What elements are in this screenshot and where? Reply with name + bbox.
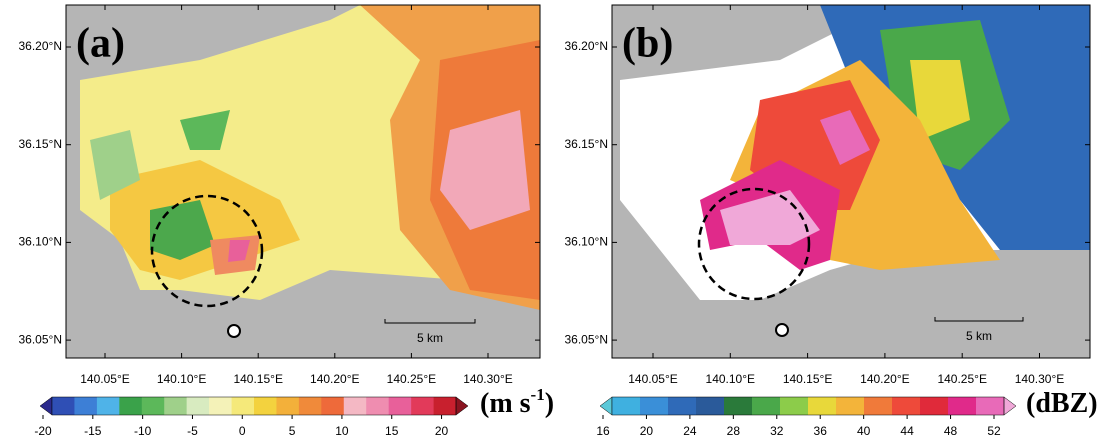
colorbar-swatch: [164, 397, 187, 415]
scale-label: 5 km: [417, 331, 443, 345]
map-frame: [65, 4, 541, 359]
colorbar-tick-label: 10: [335, 424, 349, 438]
colorbar-swatch: [52, 397, 75, 415]
scale-bar: [934, 317, 1024, 322]
colorbar-swatch: [119, 397, 143, 415]
colorbar-arrow: [599, 396, 613, 416]
reflectivity-field: [620, 5, 1090, 300]
colorbar-swatch: [752, 397, 781, 415]
colorbar-swatch: [696, 397, 725, 415]
lat-label: 36.15°N: [565, 137, 609, 151]
colorbar-swatch: [186, 397, 210, 415]
colorbar-tick-label: 15: [385, 424, 399, 438]
lon-label: 140.05°E: [80, 372, 130, 386]
lon-label: 140.30°E: [1015, 372, 1065, 386]
colorbar-tick-label: 16: [596, 424, 610, 438]
colorbar-swatch: [96, 397, 120, 415]
lat-label: 36.05°N: [19, 332, 63, 346]
colorbar-swatch: [74, 397, 98, 415]
lon-label: 140.25°E: [937, 372, 987, 386]
colorbar-swatch: [388, 397, 412, 415]
panel-label: (b): [622, 21, 673, 67]
colorbar-swatch: [366, 397, 389, 415]
colorbar-swatch: [433, 397, 457, 415]
colorbar-swatch: [411, 397, 434, 415]
lon-label: 140.10°E: [706, 372, 756, 386]
lon-label: 140.05°E: [628, 372, 678, 386]
colorbar-swatch: [976, 397, 1005, 415]
colorbar-arrow: [39, 396, 53, 416]
colorbar-tick-label: 20: [640, 424, 654, 438]
colorbar-swatch: [231, 397, 255, 415]
map-frame: [611, 4, 1091, 359]
colorbar-swatch: [920, 397, 949, 415]
colorbar-swatch: [254, 397, 277, 415]
colorbar-tick-label: 32: [770, 424, 784, 438]
colorbar-tick-label: 24: [683, 424, 697, 438]
radar-site: [775, 323, 789, 337]
panel-label: (a): [76, 21, 125, 67]
dashed-circle: [150, 194, 264, 308]
lat-label: 36.20°N: [565, 39, 609, 53]
colorbar-tick-label: 40: [857, 424, 871, 438]
colorbar-swatch: [724, 397, 753, 415]
lat-label: 36.10°N: [19, 235, 63, 249]
scale-label: 5 km: [966, 329, 992, 343]
unit-text: (m s: [480, 388, 531, 419]
colorbar-frame: [611, 396, 1005, 416]
colorbar-tick-label: 44: [900, 424, 914, 438]
unit-text: ): [545, 388, 554, 419]
lat-label: 36.20°N: [19, 39, 63, 53]
unit-text: (dBZ): [1026, 388, 1098, 419]
lon-label: 140.25°E: [387, 372, 437, 386]
unit-superscript: -1: [531, 385, 545, 404]
lon-label: 140.20°E: [310, 372, 360, 386]
colorbar-swatch: [298, 397, 322, 415]
dashed-circle: [697, 187, 811, 301]
colorbar-tick-label: 5: [289, 424, 296, 438]
lon-label: 140.15°E: [783, 372, 833, 386]
colorbar-unit: (dBZ): [1026, 388, 1098, 419]
colorbar-arrow: [1003, 396, 1017, 416]
colorbar-swatch: [864, 397, 893, 415]
lon-label: 140.20°E: [860, 372, 910, 386]
radar-site: [227, 324, 241, 338]
colorbar-tick-label: 36: [814, 424, 828, 438]
lon-label: 140.30°E: [463, 372, 513, 386]
colorbar-swatch: [343, 397, 367, 415]
colorbar-swatch: [808, 397, 837, 415]
colorbar-swatch: [948, 397, 977, 415]
colorbar-swatch: [836, 397, 865, 415]
colorbar-tick-label: -5: [187, 424, 198, 438]
colorbar-swatch: [612, 397, 641, 415]
colorbar-tick-label: -20: [34, 424, 52, 438]
colorbar-tick-label: 48: [944, 424, 958, 438]
colorbar-swatch: [640, 397, 669, 415]
colorbar-swatch: [209, 397, 232, 415]
colorbar-swatch: [321, 397, 345, 415]
colorbar-tick-label: -15: [84, 424, 102, 438]
colorbar-tick-label: 20: [435, 424, 449, 438]
colorbar-frame: [51, 396, 457, 416]
lon-label: 140.10°E: [157, 372, 207, 386]
velocity-field: [80, 5, 540, 310]
lat-label: 36.10°N: [565, 235, 609, 249]
colorbar-swatch: [892, 397, 921, 415]
lon-label: 140.15°E: [233, 372, 283, 386]
colorbar-tick-label: -10: [134, 424, 152, 438]
colorbar-tick-label: 0: [239, 424, 246, 438]
colorbar-unit: (m s-1): [480, 385, 554, 420]
colorbar-swatch: [668, 397, 697, 415]
lat-label: 36.15°N: [19, 137, 63, 151]
colorbar-tick-label: 28: [727, 424, 741, 438]
lat-label: 36.05°N: [565, 332, 609, 346]
colorbar-swatch: [780, 397, 809, 415]
colorbar-tick-label: 52: [987, 424, 1001, 438]
scale-bar: [384, 319, 476, 324]
colorbar-swatch: [141, 397, 165, 415]
colorbar-arrow: [455, 396, 469, 416]
colorbar-swatch: [276, 397, 300, 415]
